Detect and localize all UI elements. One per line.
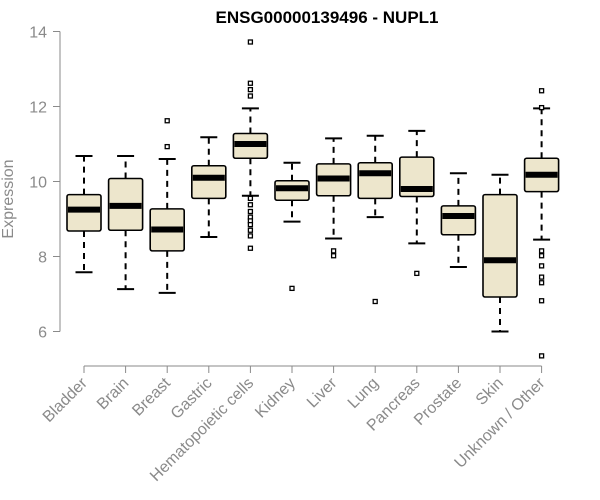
outlier-point — [247, 202, 254, 208]
outlier-point — [247, 195, 254, 202]
outlier-point — [247, 233, 254, 239]
box-unknown-other — [523, 88, 560, 359]
box-lung — [357, 134, 394, 305]
outlier-point — [247, 80, 254, 86]
box-brain — [107, 155, 144, 291]
x-tick-label: Kidney — [252, 375, 299, 422]
outlier-point — [538, 104, 545, 111]
outlier-point — [247, 245, 254, 251]
outlier-point — [289, 285, 295, 292]
outlier-point — [538, 298, 545, 304]
box-skin — [482, 173, 518, 333]
iqr-box — [440, 205, 477, 236]
box-kidney — [274, 161, 310, 292]
outlier-point — [330, 248, 337, 254]
y-axis-label: Expression — [0, 159, 17, 238]
iqr-box — [191, 164, 227, 200]
box-breast — [149, 118, 185, 294]
y-tick-label: 6 — [38, 325, 47, 342]
outlier-point — [164, 143, 170, 150]
outlier-point — [538, 248, 545, 254]
outlier-point — [330, 253, 337, 259]
box-liver — [315, 137, 352, 259]
x-tick-label: Brain — [94, 375, 132, 413]
box-hematopoietic-cells — [232, 39, 269, 251]
outlier-point — [247, 208, 254, 215]
box-prostate — [440, 172, 477, 268]
iqr-box — [66, 193, 102, 232]
y-tick-label: 10 — [29, 175, 47, 192]
y-tick-label: 8 — [38, 250, 47, 267]
x-tick-label: Lung — [345, 375, 382, 412]
x-tick-label: Skin — [473, 375, 507, 409]
outlier-point — [538, 253, 545, 259]
outlier-point — [247, 227, 254, 233]
x-tick-label: Breast — [129, 374, 174, 419]
outlier-point — [247, 39, 254, 45]
outlier-point — [372, 298, 378, 305]
outlier-point — [247, 93, 254, 99]
outlier-point — [538, 274, 545, 280]
outlier-point — [538, 263, 545, 269]
outlier-point — [414, 270, 420, 277]
box-bladder — [66, 155, 102, 274]
y-tick-label: 14 — [29, 25, 47, 42]
box-pancreas — [398, 129, 435, 277]
iqr-box — [357, 161, 394, 200]
y-tick-label: 12 — [29, 100, 47, 117]
chart-title: ENSG00000139496 - NUPL1 — [215, 8, 438, 27]
outlier-point — [164, 118, 170, 124]
iqr-box — [482, 193, 518, 298]
outlier-point — [247, 86, 254, 93]
x-tick-label: Bladder — [40, 374, 91, 425]
x-tick-label: Liver — [304, 374, 341, 411]
outlier-point — [538, 280, 545, 286]
outlier-point — [538, 353, 545, 359]
boxes — [66, 39, 560, 359]
box-gastric — [191, 136, 227, 238]
outlier-point — [538, 88, 545, 94]
outlier-point — [247, 221, 254, 228]
